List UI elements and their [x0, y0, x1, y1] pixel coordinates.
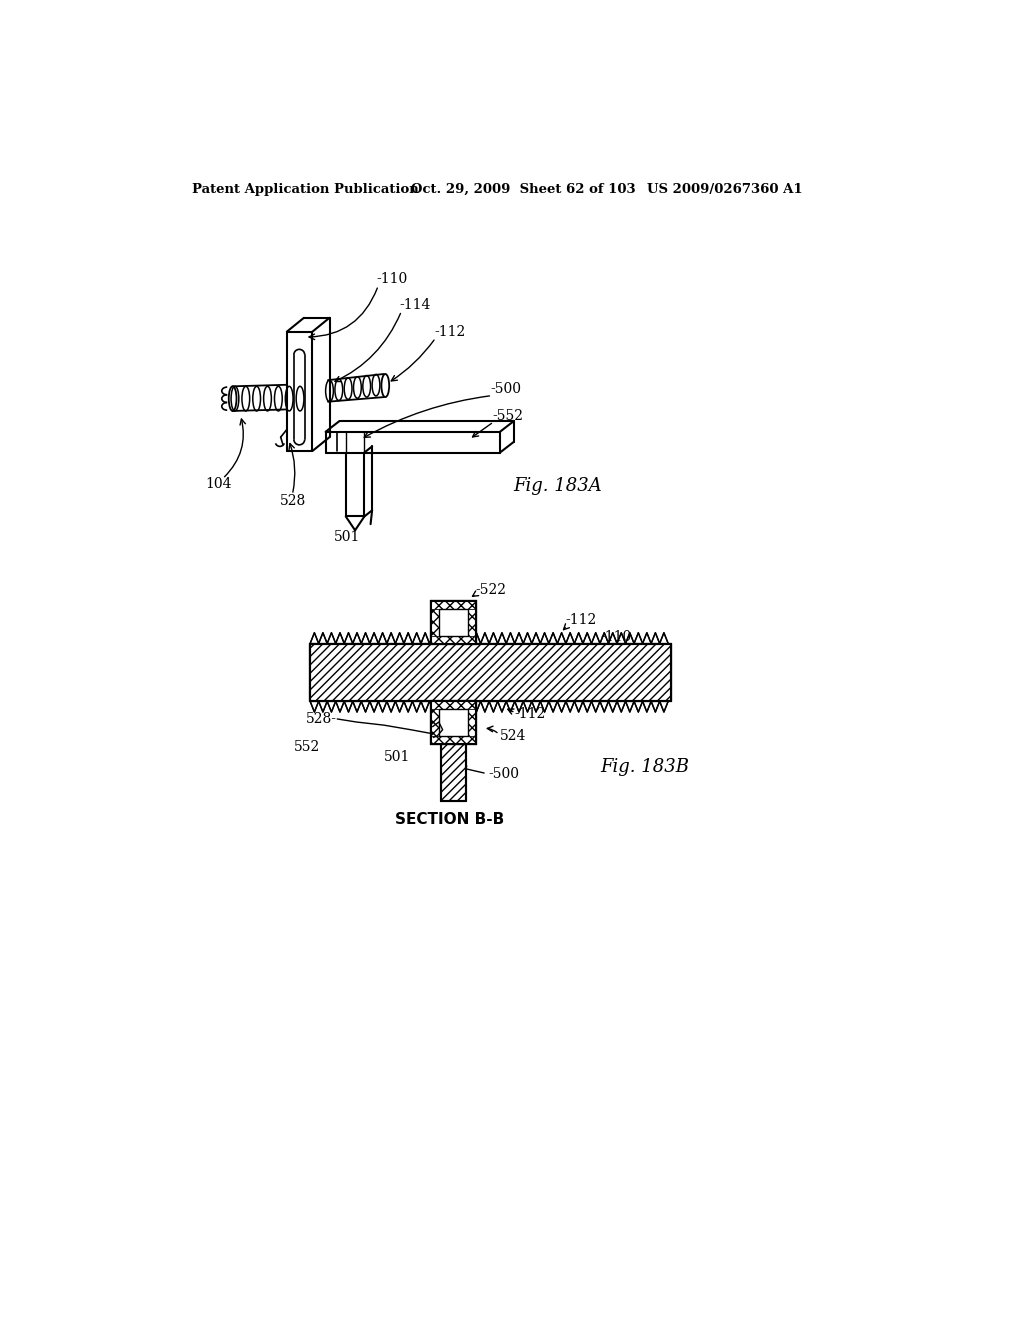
- Text: 528: 528: [280, 494, 306, 508]
- Text: -114: -114: [399, 298, 431, 312]
- Text: -112: -112: [514, 708, 545, 721]
- Bar: [431, 601, 476, 644]
- Text: US 2009/0267360 A1: US 2009/0267360 A1: [647, 183, 803, 197]
- Bar: [468, 609, 476, 636]
- Bar: [431, 609, 438, 636]
- Text: -500: -500: [490, 383, 521, 396]
- Text: -110: -110: [376, 272, 408, 286]
- Bar: [431, 701, 476, 743]
- Text: -522: -522: [475, 582, 506, 597]
- Bar: [438, 709, 468, 737]
- Text: -110: -110: [601, 631, 632, 644]
- Text: -552: -552: [493, 409, 523, 424]
- Bar: [438, 609, 468, 636]
- Text: 501: 501: [334, 529, 360, 544]
- Bar: [431, 701, 476, 743]
- Bar: [438, 609, 468, 636]
- Bar: [431, 701, 476, 709]
- Text: Patent Application Publication: Patent Application Publication: [191, 183, 418, 197]
- Bar: [431, 601, 476, 644]
- Text: 104: 104: [206, 477, 232, 491]
- Text: SECTION B-B: SECTION B-B: [395, 812, 504, 826]
- Bar: [431, 601, 476, 644]
- Bar: [310, 644, 671, 701]
- Text: Oct. 29, 2009  Sheet 62 of 103: Oct. 29, 2009 Sheet 62 of 103: [411, 183, 636, 197]
- Bar: [431, 709, 438, 737]
- Bar: [431, 601, 476, 609]
- Text: Fig. 183B: Fig. 183B: [601, 758, 690, 776]
- Text: 501: 501: [384, 750, 411, 764]
- Text: 524: 524: [500, 729, 526, 743]
- Text: Fig. 183A: Fig. 183A: [513, 477, 602, 495]
- Bar: [468, 709, 476, 737]
- Bar: [438, 709, 468, 737]
- Bar: [431, 609, 438, 636]
- Bar: [431, 737, 476, 743]
- Bar: [431, 701, 476, 743]
- Bar: [431, 636, 476, 644]
- Text: -112: -112: [434, 325, 465, 339]
- Bar: [431, 701, 476, 709]
- Bar: [431, 737, 476, 743]
- Bar: [438, 609, 468, 636]
- Bar: [431, 601, 476, 644]
- Bar: [438, 609, 468, 636]
- Bar: [431, 709, 438, 737]
- Bar: [468, 709, 476, 737]
- Bar: [431, 601, 476, 609]
- Text: 552: 552: [294, 741, 321, 755]
- Bar: [438, 709, 468, 737]
- Text: -500: -500: [488, 767, 519, 781]
- Bar: [468, 609, 476, 636]
- Text: -112: -112: [566, 614, 597, 627]
- Bar: [441, 743, 466, 801]
- Bar: [310, 644, 671, 701]
- Text: 528-: 528-: [306, 711, 337, 726]
- Bar: [438, 709, 468, 737]
- Bar: [431, 701, 476, 743]
- Bar: [431, 636, 476, 644]
